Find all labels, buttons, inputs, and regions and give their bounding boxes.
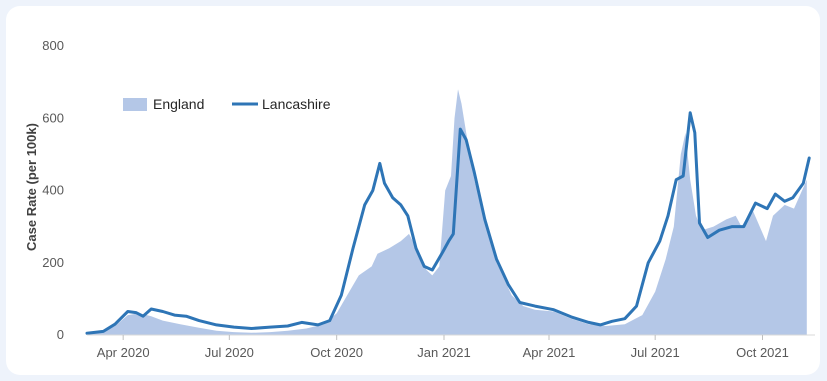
x-tick-label: Jan 2021 (417, 345, 471, 360)
y-tick-label: 400 (42, 183, 64, 198)
legend-label-lancashire: Lancashire (262, 96, 331, 112)
x-tick-label: Jul 2020 (205, 345, 254, 360)
y-tick-label: 800 (42, 38, 64, 53)
y-tick-label: 600 (42, 110, 64, 125)
axes: 0 200 400 600 800 Apr 2020 Jul 2020 Oct 2020 Jan… (42, 38, 815, 360)
x-tick-label: Jul 2021 (631, 345, 680, 360)
plot-area (85, 89, 811, 335)
legend-swatch-england (123, 98, 147, 111)
series-line-lancashire (85, 111, 811, 335)
y-tick-label: 0 (57, 327, 64, 342)
legend: England Lancashire (123, 96, 331, 112)
x-tick-label: Apr 2021 (523, 345, 576, 360)
legend-label-england: England (153, 96, 204, 112)
y-axis-label: Case Rate (per 100k) (24, 123, 39, 251)
y-tick-label: 200 (42, 255, 64, 270)
x-tick-label: Oct 2021 (736, 345, 789, 360)
x-tick-label: Oct 2020 (310, 345, 363, 360)
series-area-england (87, 89, 807, 335)
x-tick-label: Apr 2020 (97, 345, 150, 360)
